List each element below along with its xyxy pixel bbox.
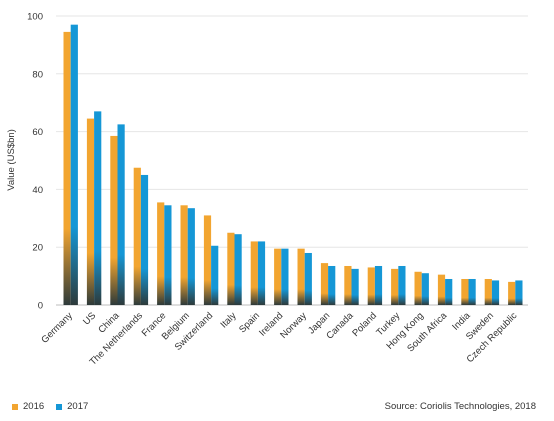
legend-item-2017: 2017 bbox=[56, 401, 88, 412]
bar-2016-france bbox=[157, 202, 165, 305]
y-tick-label: 60 bbox=[32, 127, 43, 138]
bar-2017-hong-kong bbox=[421, 273, 429, 305]
bar-2017-germany bbox=[70, 24, 78, 305]
bars bbox=[63, 24, 523, 306]
x-tick-label: Italy bbox=[219, 310, 239, 330]
bar-2016-japan bbox=[320, 263, 329, 305]
bar-2016-us bbox=[86, 118, 95, 305]
y-axis-label: Value (US$bn) bbox=[6, 129, 17, 191]
bar-2017-spain bbox=[257, 241, 266, 305]
bar-2016-czech-republic bbox=[508, 281, 516, 305]
bar-2017-france bbox=[164, 205, 172, 305]
gridlines bbox=[56, 15, 528, 306]
source-note: Source: Coriolis Technologies, 2018 bbox=[384, 401, 536, 412]
bar-2017-czech-republic bbox=[515, 280, 523, 305]
bar-2016-sweden bbox=[484, 278, 492, 305]
y-tick-label: 0 bbox=[38, 301, 43, 312]
bar-2016-spain bbox=[250, 241, 258, 305]
bar-2017-italy bbox=[234, 234, 242, 305]
bar-2017-belgium bbox=[187, 208, 195, 305]
x-tick-label: US bbox=[81, 310, 98, 327]
legend-label-2016: 2016 bbox=[23, 401, 45, 412]
bar-2016-germany bbox=[63, 31, 71, 306]
bar-2017-switzerland bbox=[211, 245, 219, 305]
bar-2017-turkey bbox=[398, 265, 406, 305]
legend-label-2017: 2017 bbox=[67, 401, 89, 412]
bar-2017-ireland bbox=[281, 248, 289, 305]
bar-2016-india bbox=[461, 278, 469, 305]
bar-2017-china bbox=[117, 124, 125, 305]
legend-swatch-2017 bbox=[56, 403, 63, 410]
bar-2017-the-netherlands bbox=[140, 174, 149, 305]
x-tick-label: Norway bbox=[278, 310, 309, 341]
legend-swatch-2016 bbox=[12, 403, 18, 410]
bar-2016-turkey bbox=[391, 268, 399, 305]
bar-2016-the-netherlands bbox=[133, 167, 141, 305]
bar-2016-ireland bbox=[274, 248, 282, 305]
legend: 2016 2017 bbox=[12, 401, 100, 412]
bar-2016-italy bbox=[227, 232, 235, 305]
y-tick-label: 20 bbox=[32, 243, 43, 254]
bar-2017-sweden bbox=[491, 280, 500, 305]
bar-2017-south-africa bbox=[445, 278, 453, 305]
bar-2017-us bbox=[94, 111, 102, 306]
legend-item-2016: 2016 bbox=[12, 401, 44, 412]
y-tick-label: 100 bbox=[27, 12, 43, 23]
bar-2016-south-africa bbox=[437, 274, 446, 305]
bar-2017-japan bbox=[328, 265, 336, 305]
bar-2016-norway bbox=[297, 248, 305, 305]
x-tick-label: Canada bbox=[324, 310, 356, 342]
y-tick-label: 40 bbox=[32, 185, 43, 196]
x-tick-label: Poland bbox=[350, 310, 379, 339]
y-axis-ticks: 0 20 40 60 80 100 bbox=[27, 12, 43, 312]
bar-2017-poland bbox=[374, 265, 383, 305]
bar-2016-canada bbox=[344, 265, 352, 305]
bar-2017-canada bbox=[351, 268, 359, 305]
bar-2016-belgium bbox=[180, 205, 188, 305]
bar-2016-poland bbox=[367, 267, 375, 305]
bar-2016-switzerland bbox=[203, 215, 212, 305]
bar-2017-india bbox=[468, 278, 476, 305]
bar-2016-hong-kong bbox=[414, 271, 422, 305]
bar-2017-norway bbox=[304, 252, 312, 305]
y-tick-label: 80 bbox=[32, 69, 43, 80]
x-tick-label: Germany bbox=[39, 310, 75, 346]
bar-2016-china bbox=[110, 135, 118, 305]
